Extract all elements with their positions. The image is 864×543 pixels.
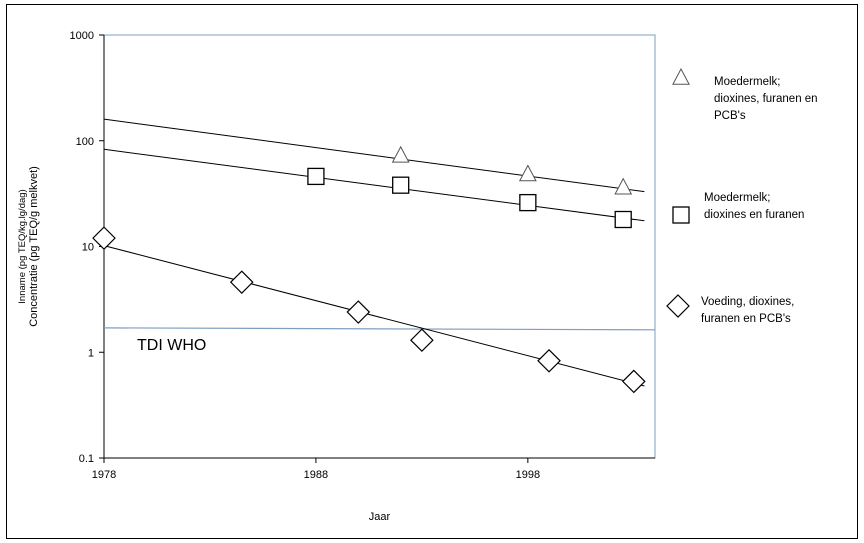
diamond-marker <box>537 348 561 373</box>
legend-label: Moedermelk; <box>704 192 770 204</box>
legend-label: dioxines en furanen <box>704 209 804 221</box>
y-tick-label: 1000 <box>70 30 94 42</box>
triangle-marker <box>391 145 410 163</box>
plot-border <box>103 34 656 459</box>
square-marker <box>614 210 632 229</box>
series-triangle <box>103 118 645 195</box>
y-tick-label: 0.1 <box>79 453 94 465</box>
legend-label: Moedermelk; <box>714 76 780 88</box>
series-diamond <box>92 226 646 394</box>
diamond-marker <box>621 369 646 394</box>
trend-line <box>103 118 645 193</box>
diamond-marker <box>666 294 690 318</box>
diamond-marker <box>410 328 434 353</box>
reference-line-group: TDI WHO <box>103 327 656 354</box>
legend-label: dioxines, furanen en <box>714 93 818 105</box>
series-square <box>103 148 645 229</box>
legend-item-diamond: Voeding, dioxines, furanen en PCB's <box>666 294 794 325</box>
square-marker <box>672 206 690 224</box>
tdi-who-line <box>103 327 656 331</box>
x-axis-ticks: 1978 1988 1998 <box>92 458 540 481</box>
chart-svg: 0.1 1 10 100 1000 1978 1988 1998 TDI WHO Moede… <box>17 30 818 523</box>
plot-area <box>103 34 656 459</box>
square-marker <box>519 193 537 212</box>
triangle-marker <box>672 67 690 85</box>
y-axis-ticks: 0.1 1 10 100 1000 <box>70 30 104 465</box>
legend-label: PCB's <box>714 110 746 122</box>
legend: Moedermelk;dioxines, furanen enPCB'sMoed… <box>666 67 818 325</box>
triangle-marker <box>518 164 537 182</box>
series-group <box>92 118 646 394</box>
y-axis-title-line-2: Concentratie (pg TEQ/g melkvet) <box>28 166 40 327</box>
x-tick-label: 1978 <box>92 469 116 481</box>
y-tick-label: 100 <box>76 136 94 148</box>
diamond-marker <box>92 226 116 250</box>
y-tick-label: 10 <box>82 242 94 254</box>
tdi-who-label: TDI WHO <box>137 337 206 354</box>
legend-item-triangle: Moedermelk; dioxines, furanen en PCB's <box>672 67 818 122</box>
square-marker <box>307 167 325 186</box>
square-marker <box>392 176 410 194</box>
triangle-marker <box>614 177 633 195</box>
legend-label: furanen en PCB's <box>701 313 791 325</box>
chart-frame: 0.1 1 10 100 1000 1978 1988 1998 TDI WHO Moede… <box>6 4 858 539</box>
diamond-marker <box>229 270 254 295</box>
y-axis-title-line-1: Inname (pg TEQ/kg.lg/dag) <box>17 189 28 303</box>
x-axis-title: Jaar <box>369 511 391 523</box>
x-tick-label: 1998 <box>516 469 540 481</box>
legend-label: Voeding, dioxines, <box>701 296 794 308</box>
legend-item-square: Moedermelk; dioxines en furanen <box>672 192 804 224</box>
y-tick-label: 1 <box>88 347 94 359</box>
diamond-marker <box>346 300 371 324</box>
trend-line <box>103 245 645 387</box>
x-tick-label: 1988 <box>304 469 328 481</box>
trend-line <box>103 148 645 222</box>
